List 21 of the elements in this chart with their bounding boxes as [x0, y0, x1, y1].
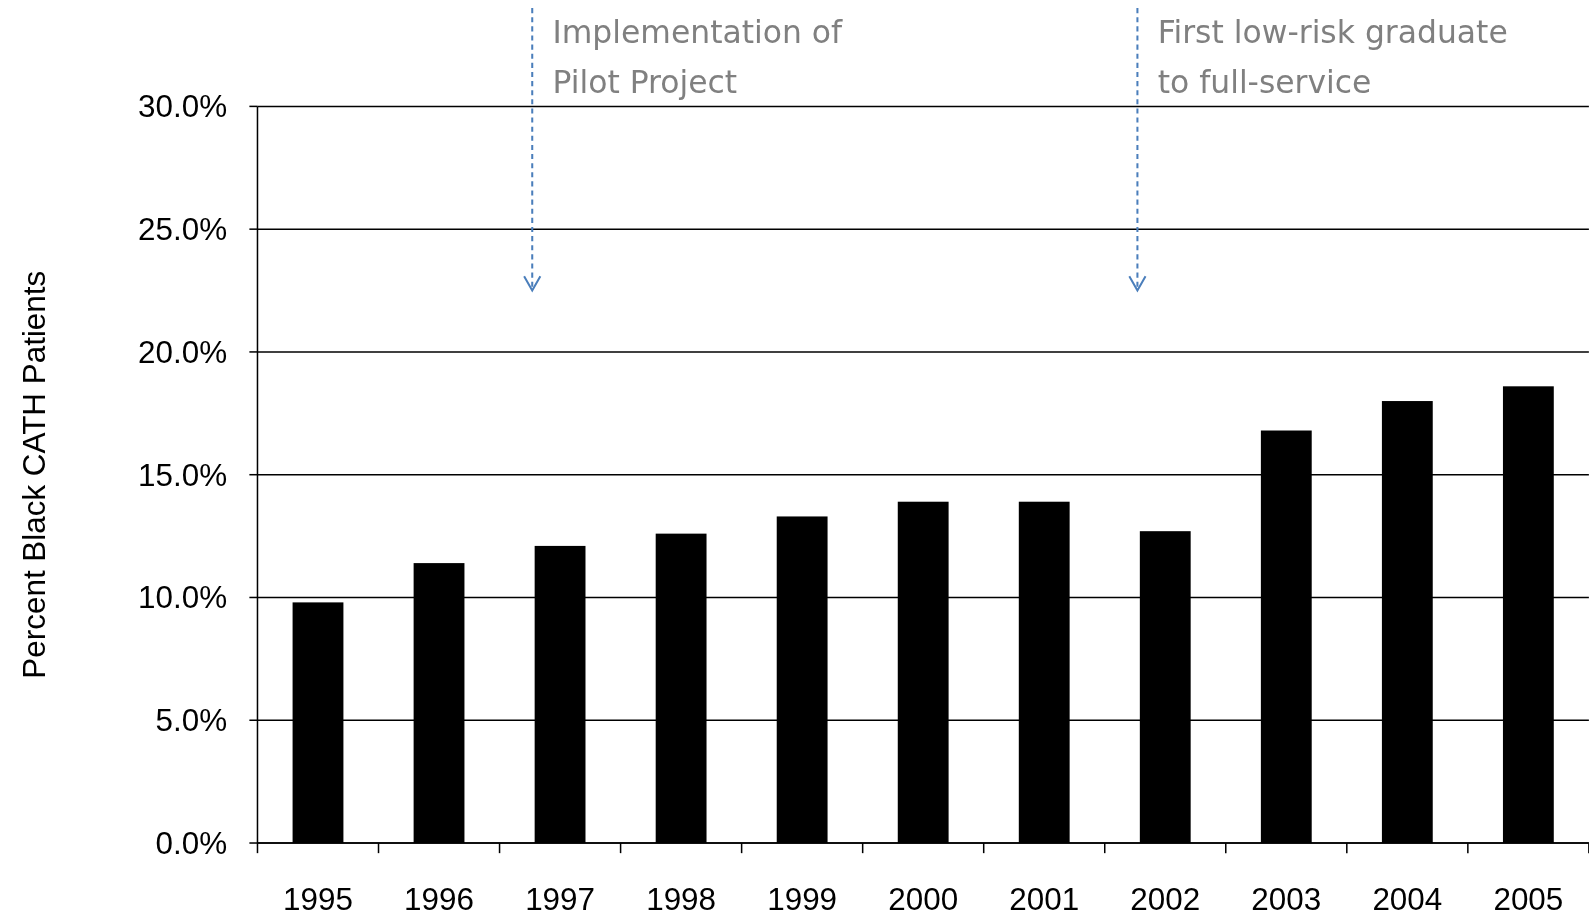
x-tick-label: 2001 — [1009, 881, 1080, 917]
x-tick-label: 1995 — [283, 881, 353, 917]
ref-line-label: Implementation of Pilot Project — [552, 13, 844, 101]
y-tick-label: 15.0% — [138, 457, 228, 493]
y-tick-label: 25.0% — [138, 212, 228, 248]
x-tick-label: 2002 — [1130, 881, 1201, 917]
x-tick-label: 2000 — [888, 881, 959, 917]
x-tick-label: 1996 — [404, 881, 474, 917]
x-tick-label: 2003 — [1251, 881, 1322, 917]
y-tick-label: 5.0% — [155, 703, 228, 739]
x-tick-label: 1997 — [525, 881, 596, 917]
y-tick-label: 10.0% — [138, 580, 228, 616]
y-tick-label: 30.0% — [138, 89, 228, 125]
x-tick-label: 2004 — [1372, 881, 1443, 917]
y-tick-label: 0.0% — [155, 826, 228, 862]
x-tick-label: 1999 — [767, 881, 838, 917]
ref-line-label: First low-risk graduate to full-service — [1157, 13, 1508, 101]
x-tick-label: 1998 — [646, 881, 717, 917]
y-tick-label: 20.0% — [138, 334, 228, 370]
x-tick-label: 2005 — [1493, 881, 1564, 917]
y-axis-title: Percent Black CATH Patients — [16, 270, 52, 679]
